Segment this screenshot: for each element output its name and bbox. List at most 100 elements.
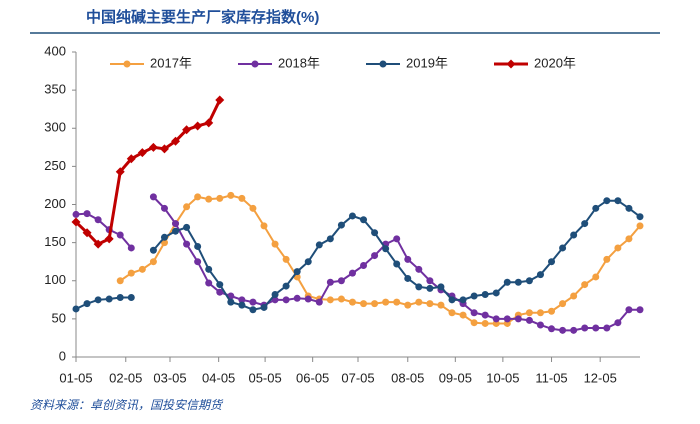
marker: [216, 281, 224, 289]
marker: [404, 255, 412, 263]
marker: [581, 220, 589, 228]
marker: [326, 296, 334, 304]
marker: [548, 325, 556, 333]
marker: [182, 125, 192, 135]
marker: [536, 321, 544, 329]
y-tick-label: 300: [44, 120, 66, 135]
marker: [194, 193, 202, 201]
marker: [116, 231, 124, 239]
y-tick-label: 250: [44, 158, 66, 173]
marker: [172, 227, 180, 235]
marker: [404, 301, 412, 309]
marker: [415, 283, 423, 291]
legend-marker: [506, 59, 516, 69]
marker: [304, 258, 312, 266]
marker: [371, 252, 379, 260]
marker: [437, 301, 445, 309]
x-tick-label: 12-05: [584, 370, 617, 385]
marker: [592, 204, 600, 212]
marker: [636, 213, 644, 221]
marker: [337, 277, 345, 285]
legend-marker: [123, 60, 131, 68]
chart-title: 中国纯碱主要生产厂家库存指数(%): [86, 8, 319, 26]
marker: [481, 290, 489, 298]
marker: [360, 262, 368, 269]
marker: [83, 300, 91, 308]
legend-label: 2017年: [150, 55, 192, 70]
marker: [581, 281, 589, 289]
marker: [426, 277, 434, 285]
marker: [415, 265, 423, 273]
marker: [194, 242, 202, 250]
marker: [326, 278, 334, 286]
x-tick-label: 08-05: [391, 370, 424, 385]
marker: [348, 298, 356, 306]
marker: [127, 244, 135, 252]
marker: [82, 228, 92, 238]
marker: [104, 234, 114, 244]
marker: [636, 306, 644, 314]
marker: [614, 244, 622, 252]
x-tick-label: 04-05: [202, 370, 235, 385]
x-tick-label: 10-05: [486, 370, 519, 385]
marker: [183, 223, 191, 231]
marker: [194, 258, 202, 266]
marker: [592, 273, 600, 281]
legend-label: 2018年: [278, 55, 320, 70]
marker: [94, 216, 102, 224]
marker: [171, 136, 181, 146]
marker: [127, 269, 135, 277]
marker: [105, 295, 113, 303]
y-tick-label: 350: [44, 82, 66, 97]
marker: [127, 294, 135, 302]
marker: [249, 306, 257, 314]
marker: [614, 197, 622, 205]
marker: [470, 319, 478, 327]
marker: [172, 220, 180, 228]
marker: [525, 277, 533, 285]
marker: [116, 277, 124, 285]
marker: [371, 300, 379, 308]
marker: [115, 167, 125, 177]
marker: [426, 300, 434, 308]
marker: [570, 292, 578, 300]
y-tick-label: 0: [59, 348, 66, 363]
marker: [382, 298, 390, 306]
marker: [216, 288, 224, 296]
marker: [238, 301, 246, 309]
marker: [304, 295, 312, 303]
marker: [492, 315, 500, 323]
legend-label: 2019年: [406, 55, 448, 70]
marker: [227, 298, 235, 306]
marker: [459, 296, 467, 304]
marker: [603, 324, 611, 332]
marker: [183, 240, 191, 248]
marker: [470, 292, 478, 300]
marker: [448, 309, 456, 317]
marker: [204, 118, 214, 128]
x-tick-label: 11-05: [535, 370, 567, 385]
marker: [337, 221, 345, 229]
marker: [227, 191, 235, 199]
marker: [559, 300, 567, 308]
marker: [371, 229, 379, 237]
marker: [137, 148, 147, 158]
marker: [149, 193, 157, 201]
marker: [71, 217, 81, 227]
marker: [149, 258, 157, 266]
x-tick-label: 07-05: [341, 370, 374, 385]
x-tick-label: 09-05: [439, 370, 472, 385]
marker: [83, 210, 91, 218]
marker: [625, 235, 633, 243]
legend-label: 2020年: [534, 55, 576, 70]
series-line: [75, 199, 641, 311]
marker: [503, 315, 511, 323]
y-tick-label: 100: [44, 272, 66, 287]
x-tick-label: 03-05: [153, 370, 186, 385]
marker: [382, 245, 390, 253]
marker: [215, 95, 225, 105]
marker: [470, 309, 478, 317]
marker: [138, 265, 146, 273]
marker: [160, 233, 168, 241]
marker: [205, 195, 213, 203]
